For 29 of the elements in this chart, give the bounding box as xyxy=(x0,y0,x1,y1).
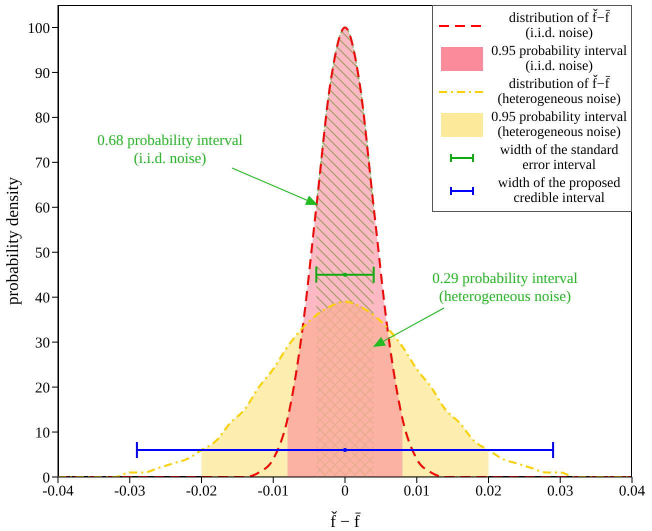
y-tick-label: 80 xyxy=(35,110,50,127)
legend-label: 0.95 probability interval (i.i.d. noise) xyxy=(491,44,627,74)
y-tick-label: 40 xyxy=(35,290,50,307)
x-tick-label: 0.01 xyxy=(404,484,430,500)
y-tick-label: 30 xyxy=(35,335,50,352)
x-tick-label: -0.03 xyxy=(114,484,146,500)
y-tick-label: 70 xyxy=(35,156,50,172)
legend-label: width of the proposed credible interval xyxy=(496,176,622,206)
y-tick-label: 20 xyxy=(35,380,50,396)
y-tick-label: 90 xyxy=(35,66,50,82)
legend-label: 0.95 probability interval (heterogeneous noise) xyxy=(491,110,627,140)
y-tick-label: 50 xyxy=(35,246,50,262)
x-tick-label: 0.02 xyxy=(475,484,502,500)
y-tick-label: 0 xyxy=(42,470,50,486)
annotation: 0.68 probability interval (i.i.d. noise) xyxy=(97,133,243,167)
x-tick-label: 0.04 xyxy=(618,484,646,500)
x-axis-title: f̌ − f̄ xyxy=(330,510,361,531)
y-tick-label: 60 xyxy=(35,200,50,217)
x-tick-label: -0.01 xyxy=(258,484,289,500)
legend-label: distribution of f̌−f̄ (heterogeneous noise) xyxy=(496,77,622,107)
legend-label: distribution of f̌−f̄ (i.i.d. noise) xyxy=(508,11,611,41)
y-tick-label: 10 xyxy=(35,425,50,442)
y-tick-label: 100 xyxy=(28,20,50,37)
annotation: 0.29 probability interval (heterogeneous noise) xyxy=(432,271,578,305)
x-tick-label: -0.02 xyxy=(186,484,218,500)
x-tick-label: 0.03 xyxy=(547,484,574,500)
x-tick-label: -0.04 xyxy=(42,484,74,500)
y-axis-title: probability density xyxy=(3,176,22,305)
x-tick-label: 0 xyxy=(341,484,349,500)
